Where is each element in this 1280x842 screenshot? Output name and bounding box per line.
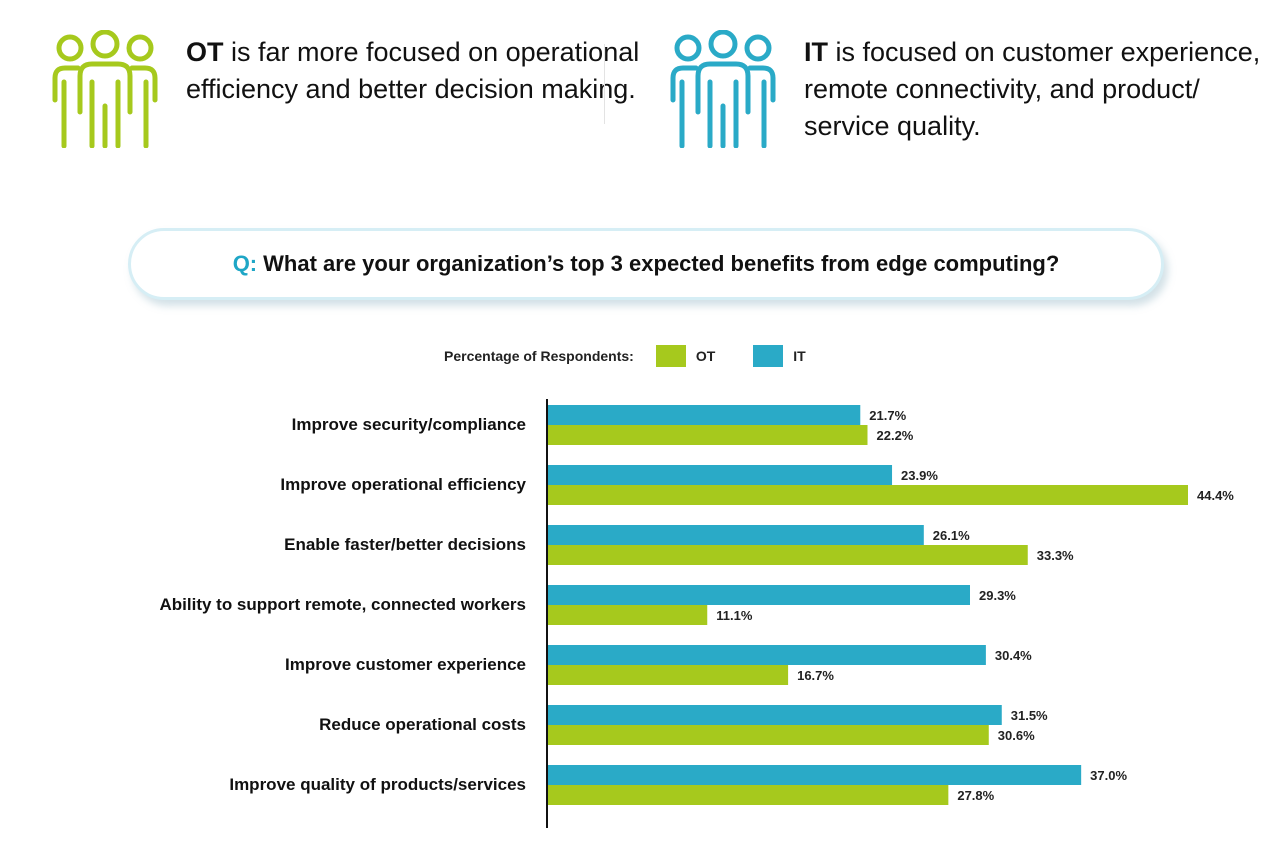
data-label-it: 37.0%	[1090, 768, 1127, 783]
people-group-icon	[670, 30, 776, 148]
legend-label-it: IT	[793, 348, 806, 364]
question-banner: Q: What are your organization’s top 3 ex…	[128, 228, 1164, 300]
data-label-it: 23.9%	[901, 468, 938, 483]
question-text: What are your organization’s top 3 expec…	[263, 251, 1060, 276]
bar-it	[547, 465, 893, 485]
data-label-it: 26.1%	[933, 528, 970, 543]
data-label-ot: 16.7%	[797, 668, 834, 683]
bar-ot	[547, 545, 1028, 565]
bar-ot	[547, 725, 989, 745]
ot-persona: OT is far more focused on operational ef…	[50, 28, 639, 148]
bar-it	[547, 765, 1082, 785]
data-label-ot: 33.3%	[1037, 548, 1074, 563]
data-label-it: 30.4%	[995, 648, 1032, 663]
benefits-bar-chart: Improve security/compliance 21.7% 22.2% Imp…	[159, 399, 1234, 828]
data-label-ot: 11.1%	[716, 608, 753, 623]
bar-ot	[547, 605, 708, 625]
data-label-it: 29.3%	[979, 588, 1016, 603]
data-label-ot: 44.4%	[1197, 488, 1234, 503]
chart-legend: Percentage of Respondents: OT IT	[444, 344, 806, 368]
data-label-it: 31.5%	[1011, 708, 1048, 723]
category-label: Ability to support remote, connected wor…	[159, 595, 526, 614]
question-prefix: Q:	[232, 251, 258, 276]
it-persona-text: IT is focused on customer experience, re…	[804, 34, 1274, 145]
bar-it	[547, 405, 861, 425]
ot-persona-body: is far more focused on operational effic…	[186, 37, 640, 104]
people-group-icon	[52, 30, 158, 148]
bar-it	[547, 705, 1002, 725]
data-label-ot: 22.2%	[877, 428, 914, 443]
data-label-it: 21.7%	[869, 408, 906, 423]
data-label-ot: 30.6%	[998, 728, 1035, 743]
legend-swatch-it	[753, 345, 784, 367]
category-label: Improve customer experience	[285, 655, 526, 674]
bar-ot	[547, 485, 1188, 505]
it-persona-body: is focused on customer experience, remot…	[804, 37, 1261, 141]
ot-persona-lead: OT	[186, 37, 224, 67]
bar-ot	[547, 785, 949, 805]
bar-it	[547, 525, 924, 545]
persona-divider	[604, 44, 605, 124]
data-label-ot: 27.8%	[957, 788, 994, 803]
legend-swatch-ot	[655, 345, 686, 367]
category-label: Improve security/compliance	[292, 415, 526, 434]
it-persona: IT is focused on customer experience, re…	[668, 28, 1268, 148]
category-label: Improve quality of products/services	[229, 775, 526, 794]
legend-title: Percentage of Respondents:	[444, 348, 634, 364]
it-persona-lead: IT	[804, 37, 828, 67]
ot-persona-text: OT is far more focused on operational ef…	[186, 34, 646, 108]
bar-ot	[547, 425, 868, 445]
bar-ot	[547, 665, 789, 685]
category-label: Reduce operational costs	[319, 715, 526, 734]
bar-it	[547, 645, 986, 665]
bar-it	[547, 585, 971, 605]
legend-label-ot: OT	[695, 348, 716, 364]
category-label: Improve operational efficiency	[280, 475, 526, 494]
category-label: Enable faster/better decisions	[284, 535, 526, 554]
